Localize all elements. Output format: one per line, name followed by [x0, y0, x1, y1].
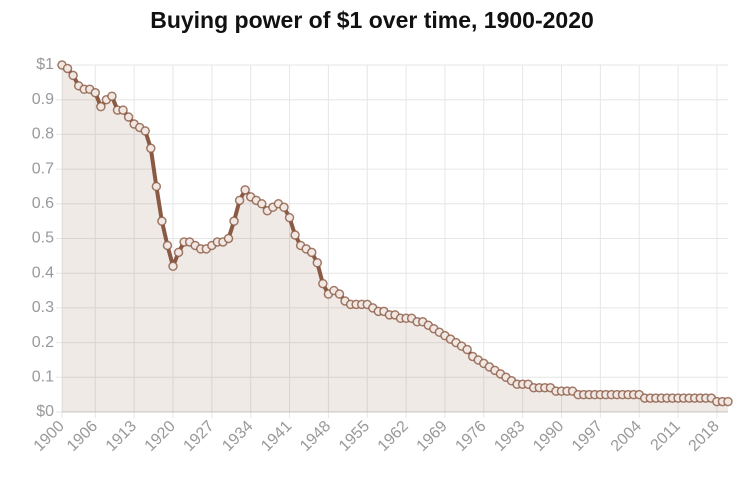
point — [307, 247, 317, 258]
point — [62, 63, 73, 74]
y-tick-label: 0.8 — [32, 126, 54, 143]
x-tick-label: 1934 — [219, 418, 256, 455]
area — [62, 65, 728, 412]
y-tick-label: 0.2 — [32, 334, 54, 351]
point — [229, 216, 239, 226]
x-tick-label: 1990 — [530, 418, 567, 455]
point — [173, 247, 184, 258]
point — [168, 261, 178, 272]
x-tick-label: 1941 — [258, 418, 295, 455]
y-tick-label: 0.1 — [32, 369, 54, 386]
point — [284, 212, 295, 223]
y-tick-label: $0 — [36, 403, 54, 420]
point — [334, 289, 345, 299]
y-tick-label: 0.3 — [32, 299, 54, 316]
point — [140, 126, 150, 136]
point — [462, 344, 472, 355]
point — [151, 181, 162, 192]
x-tick-label: 1906 — [64, 418, 101, 455]
x-tick-label: 1962 — [375, 418, 412, 455]
point — [234, 195, 245, 206]
y-tick-label: 0.9 — [32, 91, 54, 108]
x-tick-label: 1913 — [103, 418, 140, 455]
x-tick-label: 1976 — [452, 418, 489, 455]
x-tick-label: 1997 — [569, 418, 606, 455]
point — [257, 199, 267, 209]
point — [157, 216, 167, 226]
x-tick-label: 1955 — [336, 418, 373, 455]
x-tick-label: 1920 — [142, 418, 179, 455]
point — [723, 396, 733, 407]
point — [162, 240, 173, 251]
chart-title: Buying power of $1 over time, 1900-2020 — [150, 7, 594, 33]
x-tick-label: 1900 — [31, 418, 68, 455]
point — [223, 233, 234, 244]
point — [240, 185, 250, 195]
x-tick-label: 1948 — [297, 418, 334, 455]
point — [318, 278, 328, 289]
y-tick-label: 0.5 — [32, 230, 54, 247]
y-tick-label: $1 — [36, 56, 54, 73]
point — [90, 88, 101, 98]
x-tick-label: 2018 — [686, 418, 723, 455]
point — [146, 143, 156, 154]
x-tick-label: 1927 — [180, 418, 217, 455]
x-tick-label: 2004 — [608, 418, 645, 455]
point — [312, 258, 323, 268]
point — [279, 202, 289, 213]
point — [123, 112, 134, 122]
point — [118, 105, 128, 115]
point — [68, 70, 78, 81]
y-tick-label: 0.6 — [32, 195, 54, 212]
x-tick-label: 1983 — [491, 418, 528, 455]
y-tick-label: 0.4 — [32, 264, 54, 281]
point — [290, 230, 300, 240]
x-tick-label: 2011 — [648, 418, 684, 454]
point — [96, 101, 106, 112]
point — [107, 91, 117, 101]
y-tick-label: 0.7 — [32, 160, 54, 177]
x-tick-label: 1969 — [414, 418, 451, 455]
